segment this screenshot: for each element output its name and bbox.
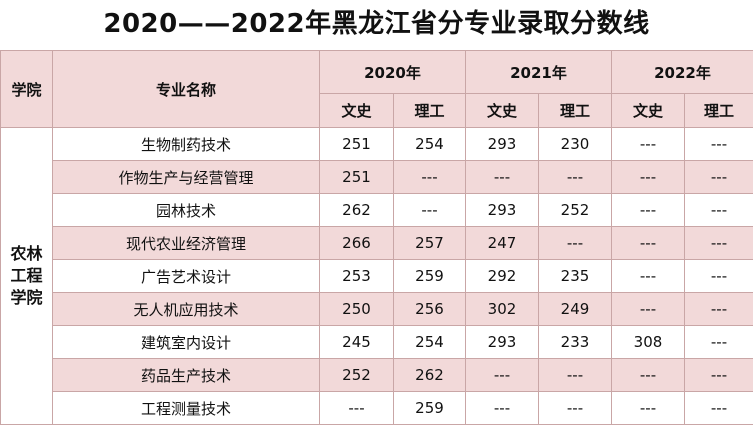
college-cell: 农林工程学院 bbox=[0, 127, 53, 425]
subheader-ligong: 理工 bbox=[538, 93, 612, 128]
score-cell: 308 bbox=[611, 325, 685, 359]
score-cell: --- bbox=[393, 160, 466, 194]
table-row: 现代农业经济管理 266 257 247 --- --- --- bbox=[1, 226, 753, 260]
table-row: 农林工程学院 生物制药技术 251 254 293 230 --- --- bbox=[0, 127, 753, 425]
score-cell: --- bbox=[538, 226, 612, 260]
score-cell: 230 bbox=[538, 127, 612, 161]
score-cell: 259 bbox=[393, 391, 466, 425]
score-cell: --- bbox=[538, 391, 612, 425]
table-row: 广告艺术设计 253 259 292 235 --- --- bbox=[1, 259, 753, 293]
year-header-2022: 2022年 bbox=[611, 50, 753, 94]
score-cell: 253 bbox=[319, 259, 394, 293]
score-cell: --- bbox=[611, 391, 685, 425]
score-cell: --- bbox=[465, 358, 539, 392]
major-header: 专业名称 bbox=[52, 50, 320, 128]
score-cell: 245 bbox=[319, 325, 394, 359]
major-name-cell: 无人机应用技术 bbox=[52, 292, 320, 326]
subheader-wenshi: 文史 bbox=[319, 93, 394, 128]
score-cell: --- bbox=[684, 358, 753, 392]
score-cell: 251 bbox=[319, 127, 394, 161]
score-cell: 257 bbox=[393, 226, 466, 260]
score-cell: --- bbox=[684, 259, 753, 293]
major-name-cell: 工程测量技术 bbox=[52, 391, 320, 425]
score-cell: --- bbox=[684, 160, 753, 194]
score-cell: --- bbox=[684, 226, 753, 260]
table-row: 园林技术 262 --- 293 252 --- --- bbox=[1, 193, 753, 227]
table-row: 工程测量技术 --- 259 --- --- --- --- bbox=[1, 391, 753, 425]
college-header: 学院 bbox=[0, 50, 53, 128]
score-cell: 251 bbox=[319, 160, 394, 194]
score-cell: 252 bbox=[319, 358, 394, 392]
major-name-cell: 生物制药技术 bbox=[52, 127, 320, 161]
score-cell: 252 bbox=[538, 193, 612, 227]
major-name-cell: 广告艺术设计 bbox=[52, 259, 320, 293]
major-name-cell: 建筑室内设计 bbox=[52, 325, 320, 359]
score-cell: --- bbox=[538, 358, 612, 392]
year-header-2021: 2021年 bbox=[465, 50, 612, 94]
major-name-cell: 药品生产技术 bbox=[52, 358, 320, 392]
subheader-ligong: 理工 bbox=[684, 93, 753, 128]
score-cell: --- bbox=[393, 193, 466, 227]
score-cell: 293 bbox=[465, 325, 539, 359]
score-cell: 293 bbox=[465, 127, 539, 161]
year-header-2020: 2020年 bbox=[319, 50, 466, 94]
score-cell: 247 bbox=[465, 226, 539, 260]
page-title: 2020——2022年黑龙江省分专业录取分数线 bbox=[103, 9, 650, 39]
score-cell: --- bbox=[684, 325, 753, 359]
major-name-cell: 园林技术 bbox=[52, 193, 320, 227]
score-cell: --- bbox=[684, 127, 753, 161]
score-cell: 233 bbox=[538, 325, 612, 359]
score-cell: 256 bbox=[393, 292, 466, 326]
score-cell: 250 bbox=[319, 292, 394, 326]
score-cell: --- bbox=[465, 160, 539, 194]
score-cell: --- bbox=[538, 160, 612, 194]
score-cell: 302 bbox=[465, 292, 539, 326]
score-cell: --- bbox=[684, 391, 753, 425]
table-row: 药品生产技术 252 262 --- --- --- --- bbox=[1, 358, 753, 392]
score-cell: 262 bbox=[319, 193, 394, 227]
score-cell: --- bbox=[684, 292, 753, 326]
score-cell: --- bbox=[611, 160, 685, 194]
subheader-ligong: 理工 bbox=[393, 93, 466, 128]
score-cell: --- bbox=[611, 193, 685, 227]
subheader-wenshi: 文史 bbox=[465, 93, 539, 128]
score-cell: --- bbox=[465, 391, 539, 425]
score-cell: 254 bbox=[393, 325, 466, 359]
major-name-cell: 作物生产与经营管理 bbox=[52, 160, 320, 194]
table-row: 无人机应用技术 250 256 302 249 --- --- bbox=[1, 292, 753, 326]
score-cell: 259 bbox=[393, 259, 466, 293]
score-cell: --- bbox=[611, 226, 685, 260]
score-cell: 293 bbox=[465, 193, 539, 227]
score-cell: --- bbox=[611, 259, 685, 293]
score-cell: --- bbox=[611, 358, 685, 392]
score-cell: --- bbox=[611, 292, 685, 326]
score-cell: --- bbox=[319, 391, 394, 425]
score-cell: --- bbox=[611, 127, 685, 161]
score-cell: 292 bbox=[465, 259, 539, 293]
table-row: 建筑室内设计 245 254 293 233 308 --- bbox=[1, 325, 753, 359]
score-cell: 262 bbox=[393, 358, 466, 392]
major-name-cell: 现代农业经济管理 bbox=[52, 226, 320, 260]
score-table: 学院 专业名称 2020年 2021年 2022年 文史 理工 文史 理工 文史… bbox=[0, 50, 753, 425]
score-cell: --- bbox=[684, 193, 753, 227]
subheader-wenshi: 文史 bbox=[611, 93, 685, 128]
table-row: 作物生产与经营管理 251 --- --- --- --- --- bbox=[1, 160, 753, 194]
college-name: 农林工程学院 bbox=[10, 244, 43, 307]
score-cell: 249 bbox=[538, 292, 612, 326]
score-cell: 266 bbox=[319, 226, 394, 260]
score-cell: 254 bbox=[393, 127, 466, 161]
score-cell: 235 bbox=[538, 259, 612, 293]
